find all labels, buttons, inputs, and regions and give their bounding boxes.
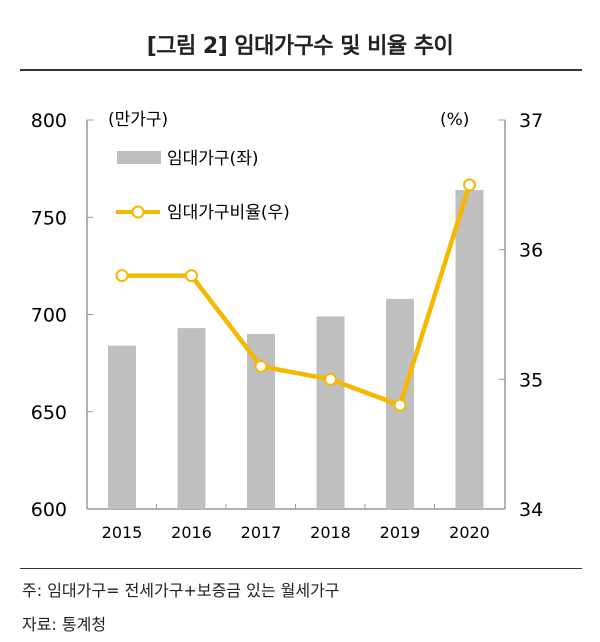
x-tick-label: 2015 (102, 523, 143, 542)
right-axis-unit: (%) (440, 110, 469, 130)
bar-2016 (177, 328, 206, 509)
chart-title: [그림 2] 임대가구수 및 비율 추이 (146, 34, 454, 59)
left-axis-unit: (만가구) (108, 110, 168, 130)
x-tick-label: 2018 (310, 523, 351, 542)
ratio-point-2015 (115, 269, 129, 283)
right-tick-label: 37 (519, 110, 543, 132)
right-tick-label: 35 (519, 369, 543, 391)
top-divider (20, 69, 582, 71)
ratio-point-2017 (254, 359, 268, 373)
right-tick-label: 34 (519, 499, 543, 521)
bottom-divider (20, 568, 582, 569)
left-tick-label: 700 (31, 305, 67, 327)
source-note: 자료: 통계청 (22, 615, 107, 634)
x-tick-label: 2016 (171, 523, 212, 542)
legend-line-marker (131, 205, 145, 219)
legend-bar-label: 임대가구(좌) (167, 149, 258, 169)
legend-line-label: 임대가구비율(우) (167, 203, 290, 223)
left-tick-label: 800 (31, 110, 67, 132)
x-tick-label: 2017 (241, 523, 282, 542)
left-tick-label: 750 (31, 207, 67, 229)
left-tick-label: 650 (31, 402, 67, 424)
ratio-line (122, 184, 472, 408)
x-tick-label: 2020 (449, 523, 490, 542)
x-tick-label: 2019 (380, 523, 421, 542)
bar-2015 (108, 345, 136, 509)
ratio-point-2018 (324, 372, 337, 386)
chart: 600 650 700 750 800 34 35 36 37 2015 2016 2017 2018 2… (31, 110, 543, 542)
bar-2020 (455, 190, 484, 509)
ratio-point-2016 (185, 269, 198, 283)
legend-bar-swatch (117, 151, 161, 164)
footnote: 주: 임대가구= 전세가구+보증금 있는 월세가구 (22, 581, 340, 600)
bar-2018 (316, 316, 345, 509)
ratio-point-2020 (463, 178, 476, 192)
right-tick-label: 36 (519, 240, 543, 262)
left-tick-label: 600 (31, 499, 67, 521)
ratio-point-2019 (393, 398, 407, 412)
